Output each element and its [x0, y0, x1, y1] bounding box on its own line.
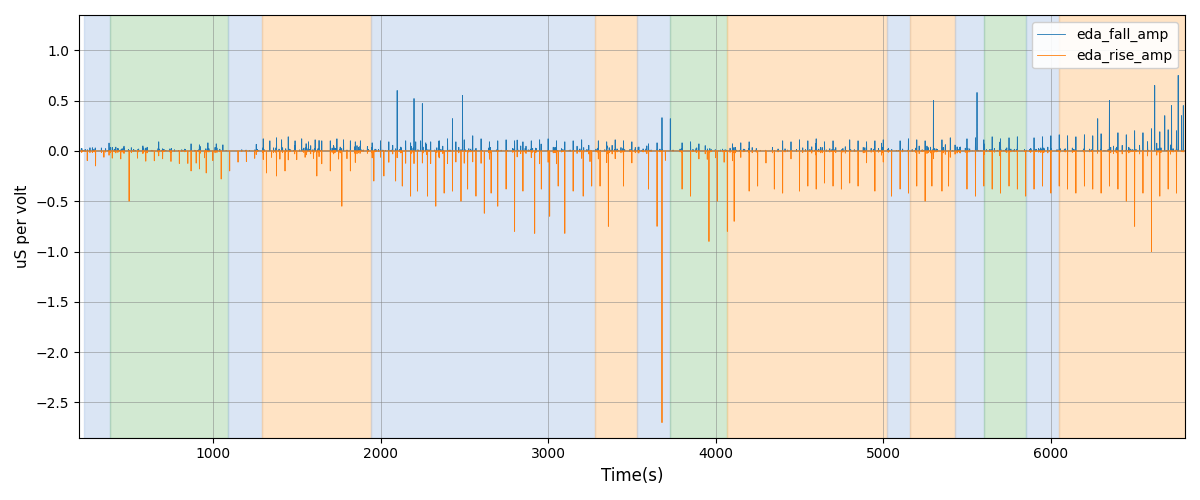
Bar [955, 15, 984, 438]
eda_rise_amp [173, 148, 187, 154]
Bar [910, 15, 955, 438]
eda_fall_amp [1138, 148, 1152, 154]
Y-axis label: uS per volt: uS per volt [14, 184, 30, 268]
eda_fall_amp [425, 148, 439, 154]
eda_rise_amp [425, 148, 439, 154]
Bar [727, 15, 887, 438]
eda_rise_amp [1178, 148, 1193, 154]
eda_fall_amp [173, 148, 187, 154]
eda_fall_amp [1171, 72, 1186, 78]
Bar [371, 15, 595, 438]
Bar [1060, 15, 1186, 438]
Bar [984, 15, 1026, 438]
Bar [595, 15, 637, 438]
Bar [887, 15, 910, 438]
Bar [637, 15, 671, 438]
Bar [671, 15, 727, 438]
eda_fall_amp [72, 148, 86, 154]
eda_fall_amp [607, 148, 622, 154]
X-axis label: Time(s): Time(s) [601, 467, 664, 485]
eda_fall_amp [1178, 148, 1193, 154]
eda_rise_amp [1139, 148, 1153, 154]
eda_rise_amp [655, 420, 670, 426]
Line: eda_fall_amp: eda_fall_amp [79, 76, 1186, 151]
eda_rise_amp [607, 148, 622, 154]
eda_fall_amp [1057, 148, 1072, 154]
Legend: eda_fall_amp, eda_rise_amp: eda_fall_amp, eda_rise_amp [1032, 22, 1178, 68]
eda_fall_amp [721, 148, 736, 154]
Bar [110, 15, 228, 438]
Bar [262, 15, 371, 438]
eda_rise_amp [1057, 148, 1072, 154]
Line: eda_rise_amp: eda_rise_amp [79, 151, 1186, 422]
Bar [84, 15, 110, 438]
eda_rise_amp [721, 148, 736, 154]
eda_rise_amp [72, 148, 86, 154]
Bar [228, 15, 262, 438]
Bar [1026, 15, 1060, 438]
